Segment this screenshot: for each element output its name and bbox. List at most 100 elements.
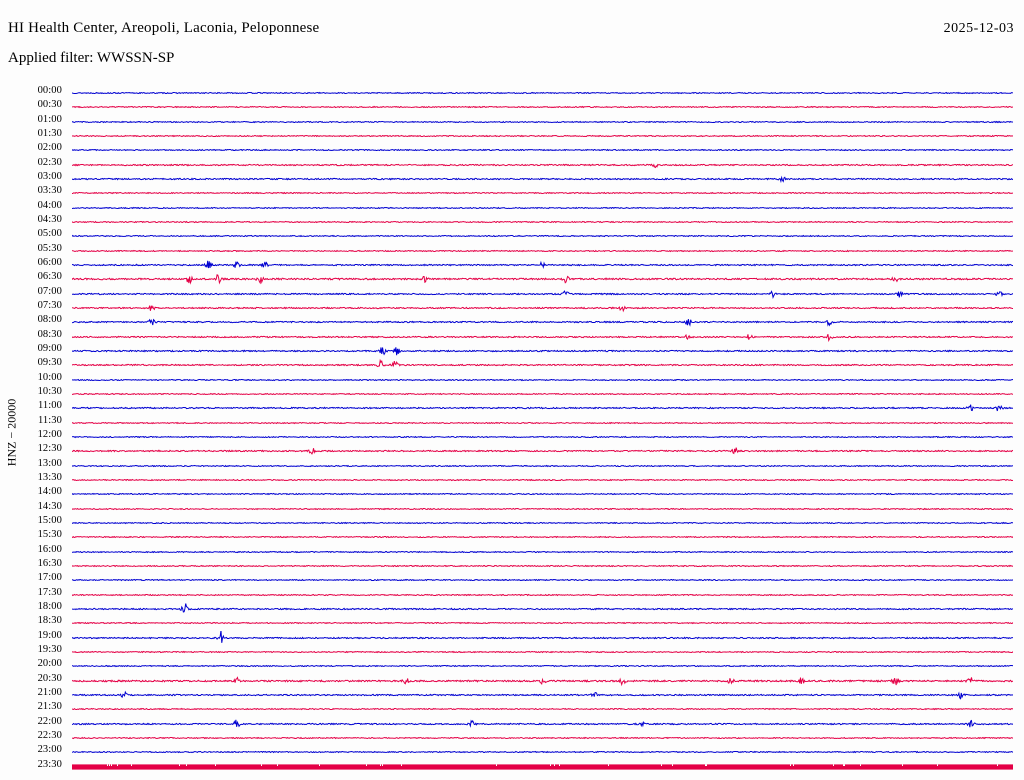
trace-row: 07:30: [0, 299, 1024, 315]
seismic-trace: [72, 229, 1013, 243]
trace-time-label: 08:00: [37, 314, 62, 326]
trace-time-label: 20:30: [37, 672, 62, 684]
trace-time-label: 22:30: [37, 729, 62, 741]
seismic-trace: [72, 401, 1013, 415]
trace-row: 06:30: [0, 271, 1024, 286]
seismic-trace: [72, 258, 1013, 272]
seismic-trace: [72, 731, 1013, 745]
seismic-trace: [72, 745, 1013, 759]
trace-time-label: 09:30: [37, 357, 62, 369]
trace-time-label: 17:30: [37, 586, 62, 598]
trace-time-label: 00:30: [37, 99, 62, 111]
trace-time-label: 23:30: [37, 758, 62, 770]
trace-row: 21:30: [0, 701, 1024, 716]
seismic-trace: [72, 616, 1013, 630]
trace-row: 01:30: [0, 127, 1024, 143]
trace-time-label: 10:00: [37, 371, 62, 383]
trace-time-label: 06:30: [37, 271, 62, 283]
trace-time-label: 15:00: [37, 514, 62, 526]
page-title: HI Health Center, Areopoli, Laconia, Pel…: [8, 20, 320, 36]
trace-row: 21:00: [0, 686, 1024, 702]
trace-row: 09:00: [0, 342, 1024, 358]
seismic-trace: [72, 143, 1013, 157]
trace-row: 14:30: [0, 501, 1024, 516]
trace-time-label: 01:30: [37, 127, 62, 139]
seismic-trace: [72, 444, 1013, 458]
trace-time-label: 22:00: [37, 715, 62, 727]
seismic-trace: [72, 387, 1013, 401]
trace-row: 07:00: [0, 285, 1024, 301]
trace-row: 22:30: [0, 729, 1024, 745]
trace-time-label: 18:00: [37, 600, 62, 612]
trace-row: 08:00: [0, 314, 1024, 329]
trace-time-label: 01:00: [37, 113, 62, 125]
seismic-trace: [72, 330, 1013, 344]
trace-row: 15:00: [0, 514, 1024, 530]
seismic-trace: [72, 373, 1013, 387]
trace-time-label: 09:00: [37, 342, 62, 354]
trace-time-label: 18:30: [37, 615, 62, 627]
trace-time-label: 16:30: [37, 557, 62, 569]
seismic-trace: [72, 630, 1013, 645]
seismic-trace: [72, 573, 1013, 587]
trace-row: 22:00: [0, 715, 1024, 731]
seismic-trace: [72, 545, 1013, 559]
trace-row: 00:30: [0, 99, 1024, 114]
trace-row: 19:00: [0, 629, 1024, 645]
trace-row: 17:30: [0, 586, 1024, 602]
trace-time-label: 12:00: [37, 428, 62, 440]
trace-row: 03:30: [0, 185, 1024, 200]
helicorder-plot: 00:00 00:30 01:00 01:30 02:00 02:30 03:00 03:30…: [0, 78, 1024, 778]
seismic-trace: [72, 516, 1013, 530]
seismic-trace: [72, 688, 1013, 702]
seismic-trace: [72, 674, 1013, 688]
seismic-trace: [72, 760, 1013, 774]
seismic-trace: [72, 86, 1013, 100]
trace-time-label: 08:30: [37, 328, 62, 340]
trace-time-label: 17:00: [37, 572, 62, 584]
trace-row: 00:00: [0, 85, 1024, 100]
record-date: 2025-12-03: [943, 21, 1014, 36]
trace-time-label: 05:30: [37, 242, 62, 254]
trace-row: 05:00: [0, 228, 1024, 243]
trace-row: 10:00: [0, 371, 1024, 387]
seismic-trace: [72, 416, 1013, 430]
seismic-trace: [72, 344, 1013, 358]
trace-time-label: 19:30: [37, 643, 62, 655]
trace-row: 03:00: [0, 170, 1024, 186]
header-bar: HI Health Center, Areopoli, Laconia, Pel…: [0, 0, 1024, 74]
seismic-trace: [72, 158, 1013, 172]
trace-time-label: 21:00: [37, 686, 62, 698]
trace-row: 01:00: [0, 113, 1024, 129]
trace-time-label: 13:30: [37, 471, 62, 483]
trace-time-label: 19:00: [37, 629, 62, 641]
seismic-trace: [72, 659, 1013, 673]
trace-time-label: 21:30: [37, 701, 62, 713]
trace-row: 20:00: [0, 658, 1024, 673]
trace-row: 02:30: [0, 157, 1024, 172]
seismic-trace: [72, 215, 1013, 229]
trace-row: 18:00: [0, 600, 1024, 616]
trace-time-label: 00:00: [37, 85, 62, 96]
seismic-trace: [72, 201, 1013, 215]
seismic-trace: [72, 115, 1013, 129]
seismic-trace: [72, 315, 1013, 329]
trace-time-label: 04:30: [37, 213, 62, 225]
trace-row: 23:00: [0, 744, 1024, 759]
trace-time-label: 14:00: [37, 486, 62, 498]
trace-row: 08:30: [0, 328, 1024, 344]
trace-time-label: 20:00: [37, 658, 62, 670]
trace-time-label: 07:00: [37, 285, 62, 297]
trace-time-label: 11:30: [37, 414, 62, 426]
trace-row: 05:30: [0, 242, 1024, 258]
trace-time-label: 11:00: [37, 400, 62, 412]
seismic-trace: [72, 530, 1013, 544]
trace-row: 16:30: [0, 557, 1024, 573]
trace-time-label: 06:00: [37, 256, 62, 268]
trace-row: 06:00: [0, 256, 1024, 272]
trace-time-label: 07:30: [37, 299, 62, 311]
trace-row: 23:30: [0, 758, 1024, 774]
seismic-trace: [72, 502, 1013, 516]
trace-row: 19:30: [0, 643, 1024, 659]
trace-time-label: 03:00: [37, 170, 62, 182]
